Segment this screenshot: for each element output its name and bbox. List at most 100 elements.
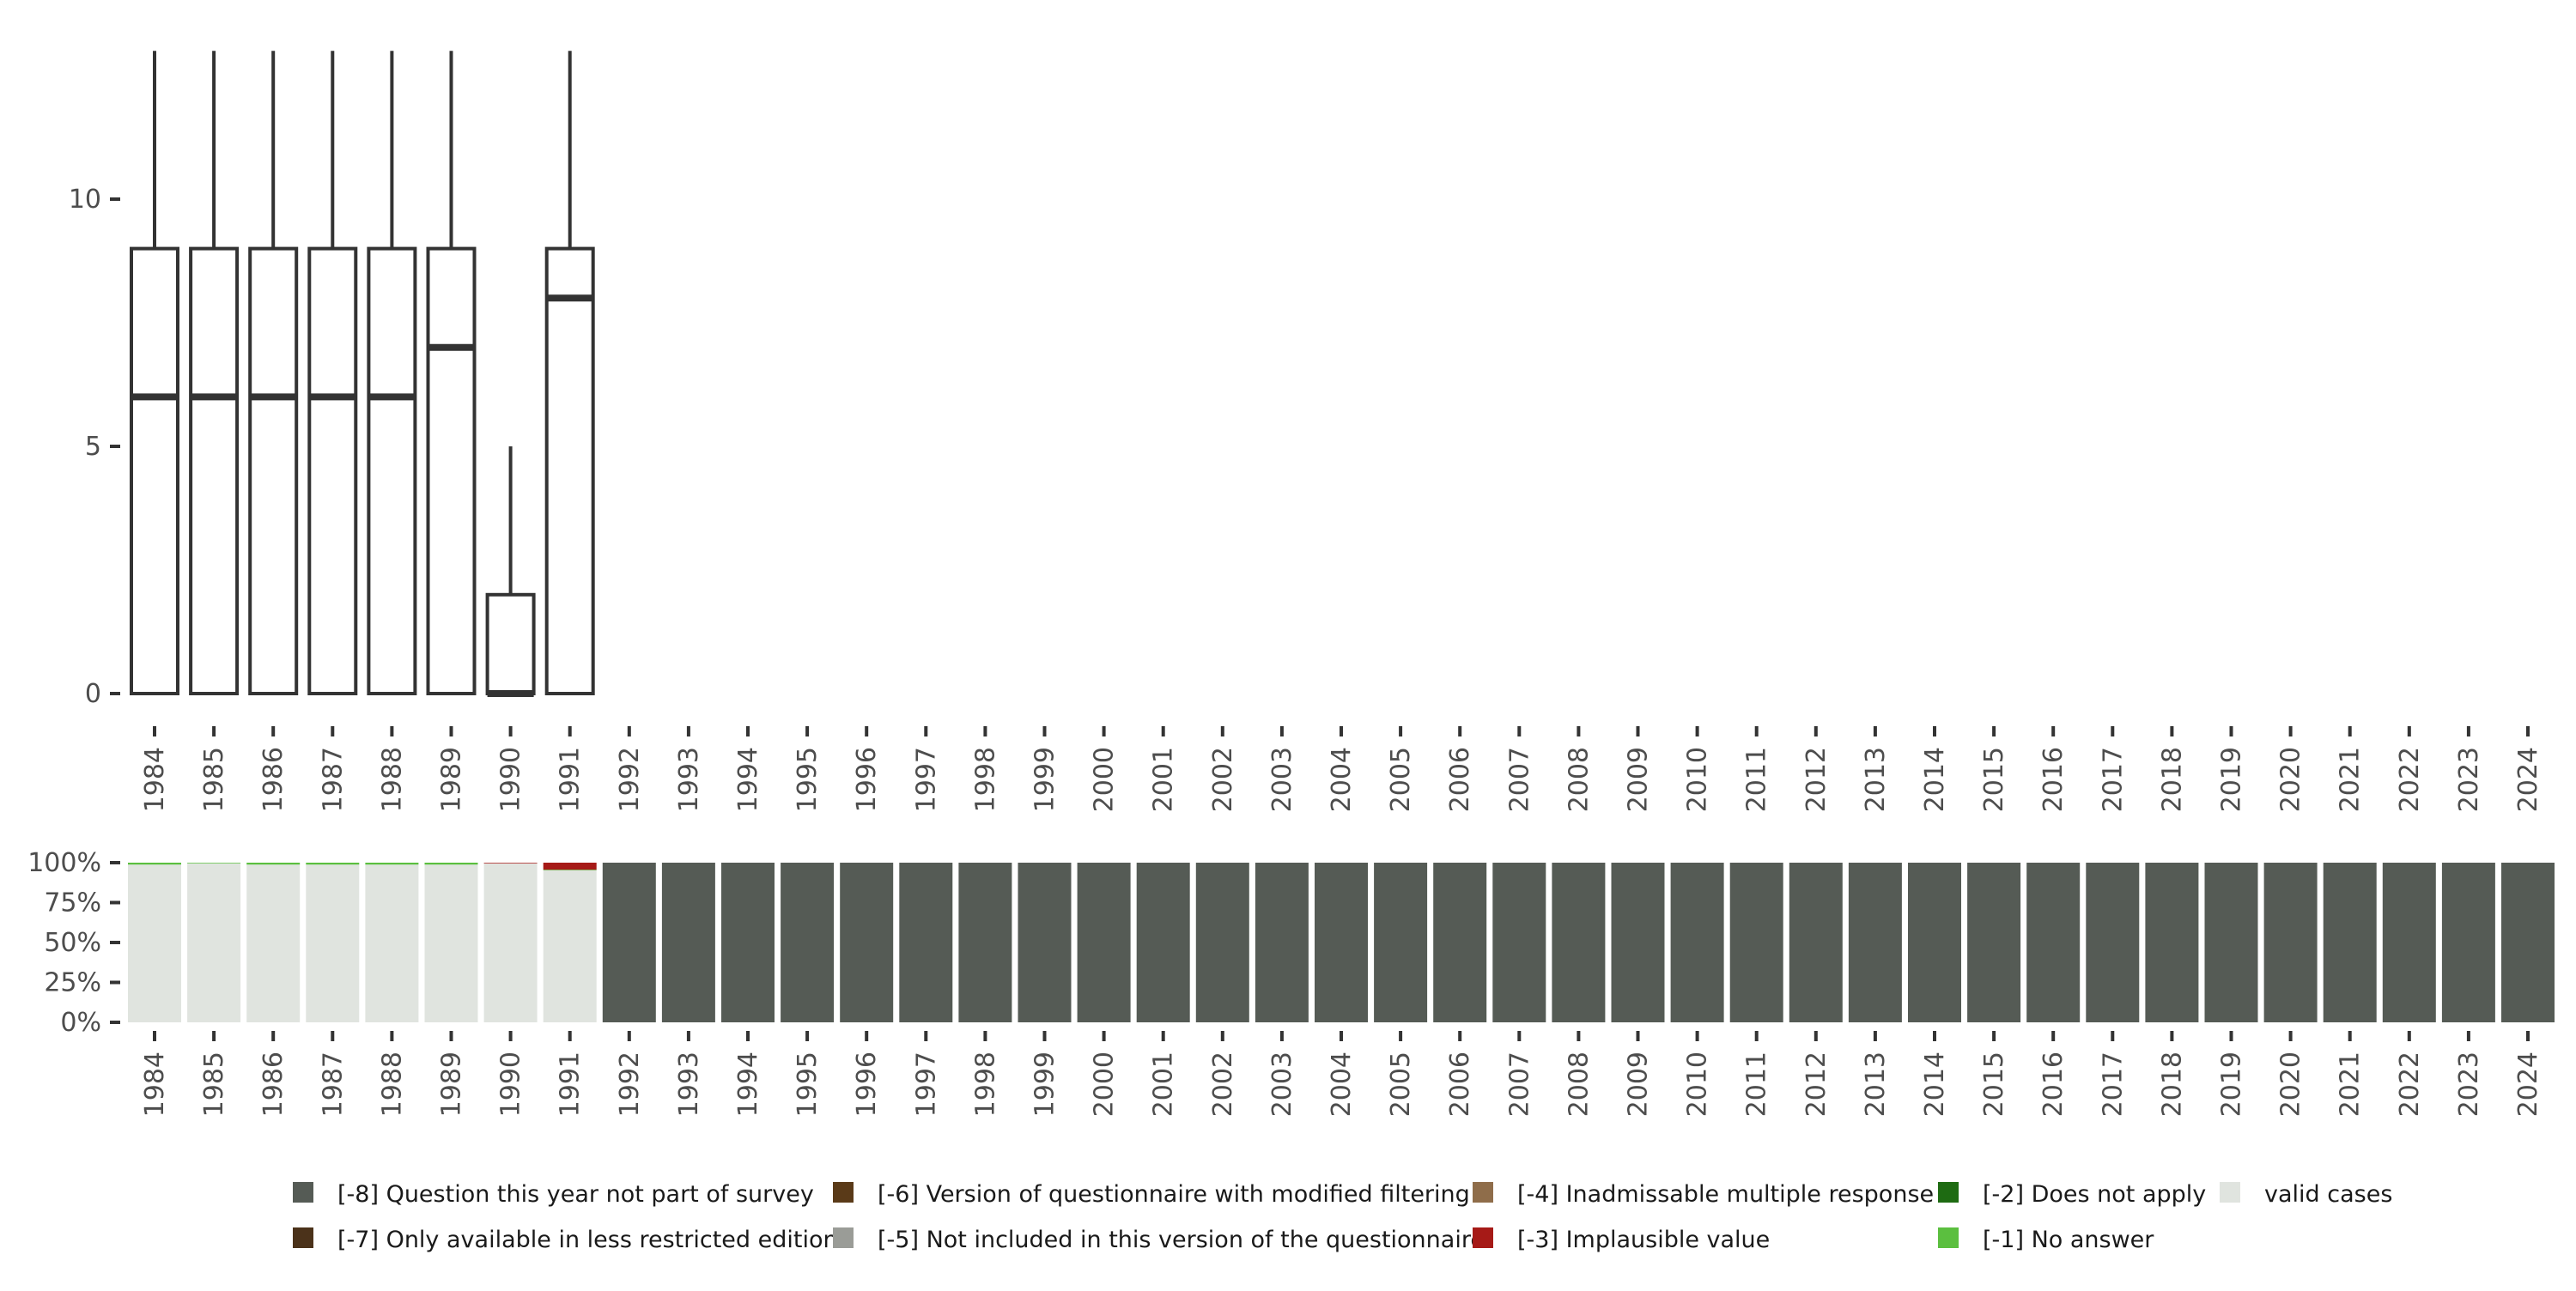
legend-label: [-7] Only available in less restricted e…	[337, 1227, 838, 1253]
y-tick-label: 0%	[60, 1008, 101, 1038]
bar-segment-1990-0	[483, 863, 538, 1022]
bar-segment-2018-3	[2145, 863, 2199, 1022]
x-tick-label: 1997	[911, 1052, 941, 1117]
bar-segment-1992-3	[602, 863, 656, 1022]
x-tick-label: 1984	[140, 1052, 170, 1117]
y-tick-label: 100%	[27, 848, 101, 878]
legend-item: [-6] Version of questionnaire with modif…	[833, 1181, 1470, 1208]
y-tick-label: 0	[85, 679, 101, 709]
bar-segment-2017-3	[2086, 863, 2140, 1022]
legend-item: [-8] Question this year not part of surv…	[293, 1181, 814, 1208]
x-tick-label: 1994	[733, 1052, 763, 1117]
x-tick-label: 1987	[318, 1052, 348, 1117]
box-body	[367, 246, 417, 696]
bar-segment-1987-0	[306, 864, 360, 1022]
bar-segment-1984-0	[128, 864, 181, 1022]
x-tick-label: 1989	[437, 1052, 467, 1117]
x-tick-label: 2000	[1090, 1052, 1120, 1117]
x-tick-label: 2021	[2336, 747, 2366, 812]
legend-swatch	[293, 1227, 313, 1248]
x-tick-label: 2013	[1861, 1052, 1891, 1117]
x-tick-label: 1991	[556, 1052, 586, 1117]
x-tick-label: 2004	[1327, 747, 1357, 812]
bar-segment-1986-1	[246, 863, 301, 865]
box-body	[307, 246, 358, 696]
box-1991	[544, 51, 595, 696]
box-1985	[189, 51, 240, 696]
x-tick-label: 1987	[318, 747, 348, 812]
x-tick-label: 1994	[733, 747, 763, 812]
bar-segment-2004-3	[1315, 863, 1368, 1022]
bar-segment-2005-3	[1374, 863, 1428, 1022]
legend-label: [-5] Not included in this version of the…	[878, 1227, 1485, 1253]
x-tick-label: 2000	[1090, 747, 1120, 812]
y-tick-label: 50%	[44, 928, 101, 958]
x-tick-label: 1999	[1030, 747, 1060, 812]
x-tick-label: 1996	[852, 747, 882, 812]
x-tick-label: 1985	[199, 1052, 229, 1117]
bar-segment-1987-1	[306, 863, 360, 865]
bar-segment-1997-3	[899, 863, 953, 1022]
x-tick-label: 2006	[1445, 747, 1475, 812]
legend-swatch	[833, 1182, 854, 1203]
legend-swatch	[1938, 1182, 1959, 1203]
bar-segment-2011-3	[1729, 863, 1783, 1022]
bar-segment-1988-0	[365, 864, 419, 1022]
legend-label: [-6] Version of questionnaire with modif…	[878, 1181, 1470, 1208]
x-tick-label: 1988	[377, 747, 407, 812]
x-tick-label: 2007	[1504, 747, 1534, 812]
box-1988	[367, 51, 417, 696]
y-tick-label: 75%	[44, 888, 101, 918]
x-tick-label: 2017	[2098, 747, 2128, 812]
x-tick-label: 1992	[615, 747, 645, 812]
x-tick-label: 2003	[1267, 747, 1297, 812]
x-tick-label: 2019	[2217, 747, 2247, 812]
x-tick-label: 2015	[1979, 747, 2009, 812]
x-tick-label: 2012	[1801, 1052, 1832, 1117]
x-tick-label: 2015	[1979, 1052, 2009, 1117]
bar-segment-2003-3	[1255, 863, 1309, 1022]
bar-segment-2007-3	[1492, 863, 1546, 1022]
x-tick-label: 2002	[1208, 747, 1238, 812]
legend-swatch	[293, 1182, 313, 1203]
x-tick-label: 2014	[1920, 747, 1950, 812]
x-tick-label: 1985	[199, 747, 229, 812]
x-tick-label: 2004	[1327, 1052, 1357, 1117]
bar-segment-1984-1	[128, 863, 181, 865]
boxplot-panel: 0 5 10 1984 1985 1986 1987 1988 1989 1990 1991 1992…	[69, 51, 2543, 812]
x-tick-label: 2010	[1683, 1052, 1713, 1117]
x-tick-label: 2013	[1861, 747, 1891, 812]
box-1989	[426, 51, 477, 696]
x-tick-label: 2024	[2513, 1052, 2543, 1117]
legend-label: [-2] Does not apply	[1983, 1181, 2206, 1208]
x-tick-label: 2020	[2276, 1052, 2306, 1117]
bar-segment-2010-3	[1670, 863, 1724, 1022]
x-tick-label: 2022	[2395, 1052, 2425, 1117]
x-tick-label: 2008	[1564, 747, 1594, 812]
bar-segment-1999-3	[1018, 863, 1072, 1022]
legend-label: [-8] Question this year not part of surv…	[337, 1181, 814, 1208]
x-tick-label: 1998	[970, 1052, 1000, 1117]
legend-item: valid cases	[2220, 1181, 2392, 1208]
bar-segment-2019-3	[2204, 863, 2258, 1022]
bar-segment-1989-1	[424, 863, 478, 865]
x-tick-label: 2016	[2038, 1052, 2069, 1117]
box-body	[130, 246, 179, 696]
bar-segment-2006-3	[1433, 863, 1487, 1022]
box-body	[248, 246, 299, 696]
x-tick-label: 2009	[1624, 1052, 1654, 1117]
bar-segment-1985-0	[187, 863, 241, 1022]
x-tick-label: 1986	[258, 747, 289, 812]
legend-swatch	[2220, 1182, 2240, 1203]
bar-segment-2000-3	[1077, 863, 1131, 1022]
legend-label: [-1] No answer	[1983, 1227, 2154, 1253]
x-tick-label: 2008	[1564, 1052, 1594, 1117]
x-tick-label: 2005	[1386, 1052, 1416, 1117]
stacked-bar-panel: 0% 25% 50% 75% 100% 1984 1985 1986 1987 1988 1989 1…	[27, 848, 2555, 1117]
x-tick-label: 1984	[140, 747, 170, 812]
legend-swatch	[1938, 1227, 1959, 1248]
box-1984	[130, 51, 179, 696]
bar-segment-2015-3	[1967, 863, 2021, 1022]
y-tick-label: 25%	[44, 968, 101, 998]
bar-segment-1994-3	[721, 863, 775, 1022]
